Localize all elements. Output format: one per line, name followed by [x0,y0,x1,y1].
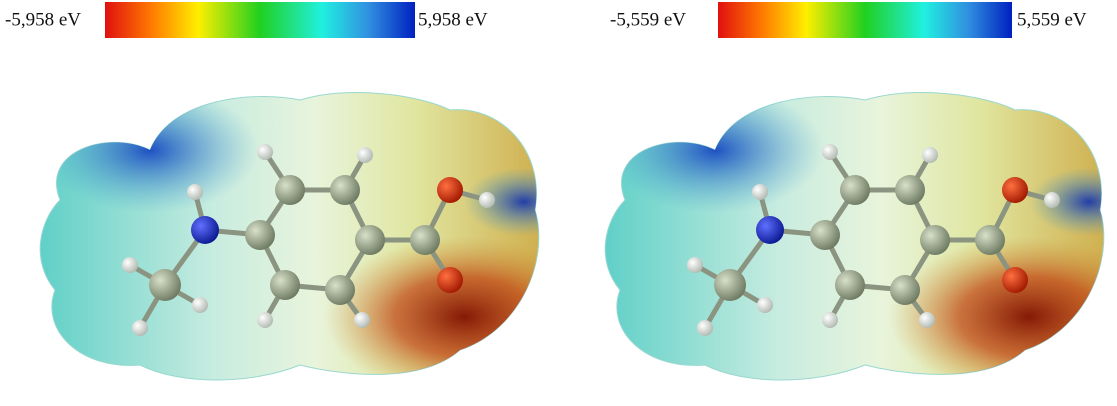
scale-min-label: -5,559 eV [610,9,686,30]
scale-min-label: -5,958 eV [5,9,81,30]
color-scale [105,2,415,38]
scale-max-label: 5,559 eV [1017,9,1087,30]
color-scale [718,2,1012,38]
figure: -5,958 eV 5,958 eV -5,559 eV 5,559 eV [0,0,1117,401]
mep-surface [605,93,1104,380]
mep-surface [40,93,539,380]
scale-max-label: 5,958 eV [418,9,488,30]
